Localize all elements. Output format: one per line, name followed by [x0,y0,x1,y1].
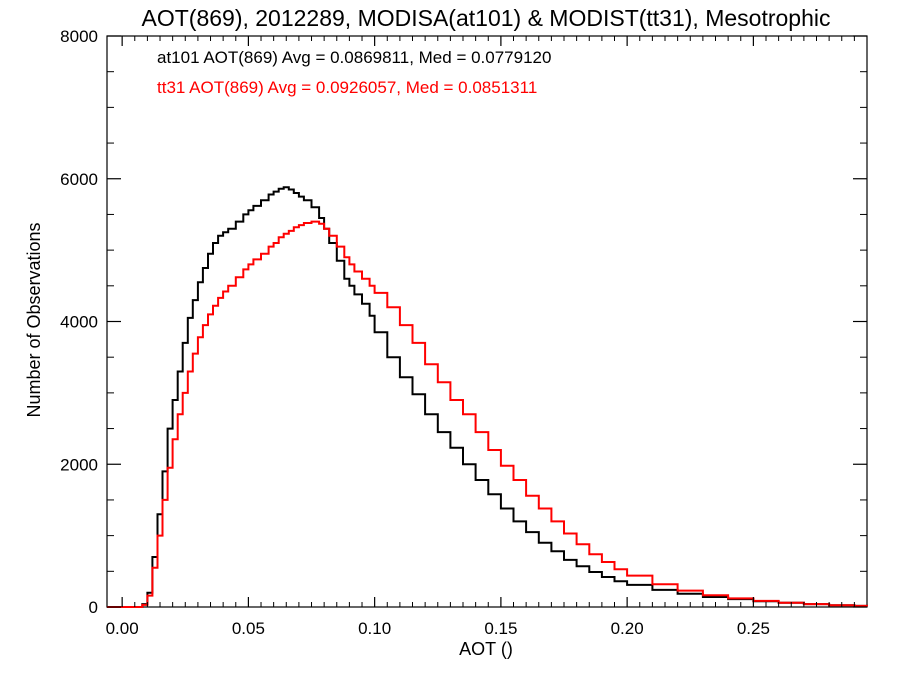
x-tick-label: 0.20 [611,619,644,638]
x-tick-label: 0.05 [232,619,265,638]
x-tick-label: 0.25 [737,619,770,638]
chart-title: AOT(869), 2012289, MODISA(at101) & MODIS… [142,5,831,31]
x-axis-label: AOT () [459,639,513,659]
y-tick-label: 4000 [60,313,98,332]
y-tick-label: 2000 [60,455,98,474]
annotation-at101: at101 AOT(869) Avg = 0.0869811, Med = 0.… [157,48,551,67]
series-layer [107,186,868,608]
x-tick-label: 0.00 [106,619,139,638]
labels-layer: 0.00 0.05 0.10 0.15 0.20 0.25 0 2000 4000 6000 800… [60,27,770,638]
y-tick-label: 6000 [60,170,98,189]
series-line-1 [107,220,868,608]
y-tick-label: 0 [89,598,98,617]
x-tick-label: 0.10 [358,619,391,638]
annotation-tt31: tt31 AOT(869) Avg = 0.0926057, Med = 0.0… [157,78,537,97]
y-axis-label: Number of Observations [24,222,44,417]
y-tick-label: 8000 [60,27,98,46]
x-tick-label: 0.15 [484,619,517,638]
ticks-layer [107,35,867,608]
